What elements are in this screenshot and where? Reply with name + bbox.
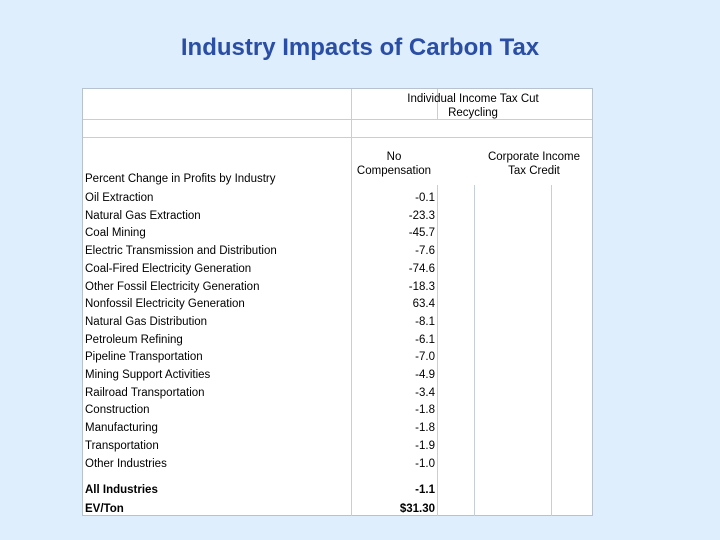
column-header-corporate-tax-credit: Corporate Income Tax Credit [487, 151, 581, 177]
industry-label: Coal Mining [85, 227, 146, 240]
industry-label: Railroad Transportation [85, 386, 205, 399]
no-compensation-value: -8.1 [415, 315, 435, 328]
industry-label: Construction [85, 404, 150, 417]
grid-line [551, 185, 552, 516]
grid-line [351, 89, 352, 516]
no-compensation-value: -1.0 [415, 457, 435, 470]
column-header-no-compensation: No Compensation [356, 151, 432, 177]
no-compensation-value: -3.4 [415, 386, 435, 399]
industry-label: Petroleum Refining [85, 333, 183, 346]
grid-line [437, 185, 438, 516]
industry-label: Natural Gas Distribution [85, 315, 208, 328]
section-label: Percent Change in Profits by Industry [85, 173, 276, 185]
grid-line [83, 119, 592, 120]
grid-line [437, 89, 438, 119]
no-compensation-value: -74.6 [408, 262, 435, 275]
industry-label: Other Fossil Electricity Generation [85, 280, 260, 293]
no-compensation-value: 63.4 [412, 298, 435, 311]
industry-label: Pipeline Transportation [85, 351, 203, 364]
no-compensation-value: -7.6 [415, 245, 435, 258]
no-compensation-value: -6.1 [415, 333, 435, 346]
no-compensation-value: -45.7 [408, 227, 435, 240]
industry-label: Coal-Fired Electricity Generation [85, 262, 252, 275]
industry-label: Electric Transmission and Distribution [85, 245, 277, 258]
industry-label: Oil Extraction [85, 192, 154, 204]
no-compensation-value: -1.9 [415, 439, 435, 452]
page-title: Industry Impacts of Carbon Tax [180, 34, 540, 61]
ev-ton-label: EV/Ton [85, 503, 124, 515]
no-compensation-value: -1.8 [415, 422, 435, 435]
industry-label: Natural Gas Extraction [85, 209, 201, 222]
industry-impacts-table: Individual Income Tax Cut Recycling No C… [82, 88, 593, 516]
grid-line [474, 185, 475, 516]
no-compensation-value: -1.8 [415, 404, 435, 417]
no-compensation-value: -23.3 [408, 209, 435, 222]
industry-label: Transportation [85, 439, 159, 452]
grid-line [83, 137, 592, 138]
industry-label: Mining Support Activities [85, 369, 211, 381]
ev-ton-value: $31.30 [399, 503, 435, 515]
no-compensation-value: -0.1 [415, 192, 435, 204]
all-industries-label: All Industries [85, 484, 158, 496]
industry-label: Manufacturing [85, 422, 158, 435]
no-compensation-value: -7.0 [415, 351, 435, 364]
all-industries-value: -1.1 [415, 484, 435, 496]
group-header: Individual Income Tax Cut Recycling [407, 93, 539, 119]
no-compensation-value: -18.3 [408, 280, 435, 293]
industry-label: Other Industries [85, 457, 167, 470]
industry-label: Nonfossil Electricity Generation [85, 298, 245, 311]
no-compensation-value: -4.9 [415, 369, 435, 381]
